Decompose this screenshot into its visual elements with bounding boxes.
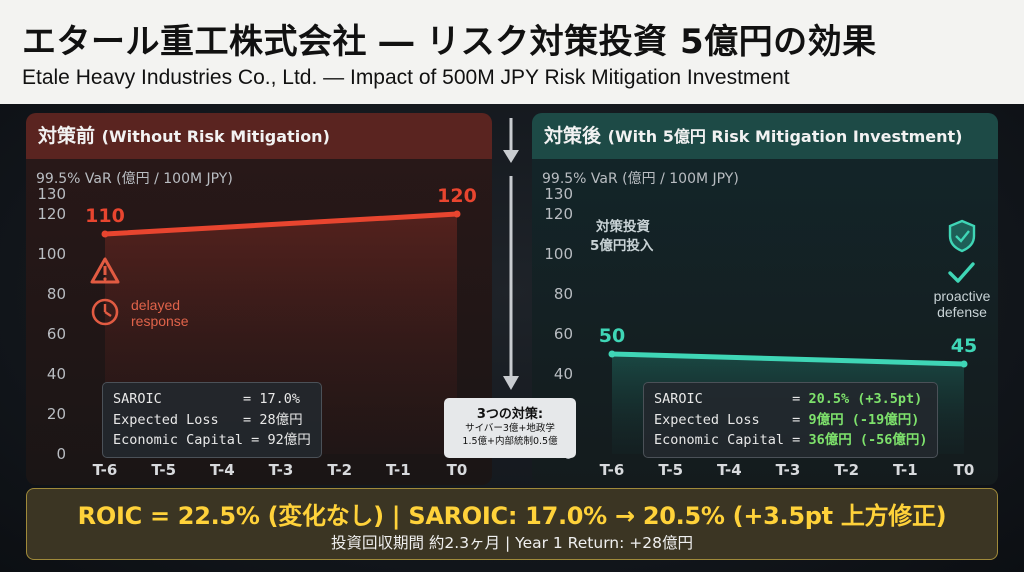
- after-chart-data-point: [960, 360, 968, 368]
- before-chart-x-tick: T-6: [93, 461, 118, 479]
- panel-before-title-jp: 対策前: [38, 125, 96, 147]
- page-title: エタール重工株式会社 ― リスク対策投資 5億円の効果: [22, 22, 877, 62]
- after-chart-x-tick: T-3: [776, 461, 801, 479]
- center-down-arrow-bottom: [503, 176, 519, 390]
- after-chart-x-tick: T-5: [658, 461, 683, 479]
- before-chart-x-tick: T-1: [386, 461, 411, 479]
- after-chart-y-tick: 60: [554, 325, 573, 343]
- panel-after-title: 対策後 (With 5億円 Risk Mitigation Investment…: [532, 113, 998, 159]
- delayed-response-line2: response: [131, 313, 189, 329]
- shield-icon: [948, 219, 976, 253]
- metric-value: 20.5% (+3.5pt): [808, 391, 923, 407]
- before-chart-series-line: [102, 211, 460, 237]
- before-chart-data-label: 110: [85, 205, 125, 227]
- after-chart-x-tick: T-4: [717, 461, 742, 479]
- delayed-response-line1: delayed: [131, 297, 181, 313]
- metric-label: Expected Loss: [113, 411, 219, 428]
- measures-line2: 1.5億+内部統制0.5億: [462, 436, 558, 447]
- before-chart-x-tick: T-4: [210, 461, 235, 479]
- summary-bar: ROIC = 22.5% (変化なし) | SAROIC: 17.0% → 20…: [26, 488, 998, 560]
- before-chart-data-point: [453, 210, 461, 218]
- before-chart-data-point: [101, 230, 109, 238]
- measures-box: 3つの対策: サイバー3億+地政学 1.5億+内部統制0.5億: [444, 398, 576, 458]
- proactive-defense-line2: defense: [937, 304, 987, 320]
- before-chart-data-label: 120: [437, 185, 477, 207]
- after-chart-data-label: 50: [599, 325, 625, 347]
- check-icon: [948, 262, 975, 283]
- before-chart-y-tick: 130: [37, 185, 66, 203]
- before-chart-x-tick: T-2: [327, 461, 352, 479]
- before-chart-x-tick: T-5: [151, 461, 176, 479]
- center-down-arrow-top: [503, 118, 519, 163]
- metrics-after: SAROIC = 20.5% (+3.5pt) Expected Loss = …: [643, 382, 939, 458]
- panel-after-title-en: (With 5億円 Risk Mitigation Investment): [607, 127, 963, 146]
- measures-title: 3つの対策:: [476, 407, 544, 422]
- after-chart-x-tick: T-2: [834, 461, 859, 479]
- metric-value: 36億円 (-56億円): [808, 432, 928, 448]
- after-chart-y-tick: 130: [544, 185, 573, 203]
- metric-label: SAROIC: [113, 391, 162, 407]
- measures-line1: サイバー3億+地政学: [465, 423, 555, 434]
- left-y-axis-label: 99.5% VaR (億円 / 100M JPY): [36, 171, 233, 187]
- panel-before-title: 対策前 (Without Risk Mitigation): [26, 113, 492, 159]
- after-chart-y-tick: 40: [554, 365, 573, 383]
- proactive-defense-line1: proactive: [933, 288, 991, 304]
- before-chart-y-tick: 60: [47, 325, 66, 343]
- investment-note: 対策投資 5億円投入: [590, 218, 653, 256]
- after-chart-x-tick: T-6: [600, 461, 625, 479]
- metric-label: Economic Capital: [654, 432, 785, 448]
- after-chart-data-point: [608, 350, 616, 358]
- before-chart-y-tick: 120: [37, 205, 66, 223]
- before-chart-y-tick: 80: [47, 285, 66, 303]
- after-chart-data-label: 45: [951, 335, 977, 357]
- right-y-axis-label: 99.5% VaR (億円 / 100M JPY): [542, 171, 739, 187]
- after-chart-y-tick: 120: [544, 205, 573, 223]
- after-chart-y-tick: 100: [544, 245, 573, 263]
- metric-value: 28億円: [259, 411, 303, 428]
- metric-label: Expected Loss: [654, 411, 760, 428]
- after-chart-y-tick: 80: [554, 285, 573, 303]
- before-chart-y-tick: 20: [47, 405, 66, 423]
- investment-note-line2: 5億円投入: [590, 238, 654, 254]
- before-chart-x-tick: T0: [447, 461, 468, 479]
- panel-after-title-jp: 対策後: [544, 125, 602, 147]
- metric-label: SAROIC: [654, 391, 703, 407]
- after-chart-x-tick: T0: [954, 461, 975, 479]
- panel-before-title-en: (Without Risk Mitigation): [101, 127, 330, 146]
- summary-main: ROIC = 22.5% (変化なし) | SAROIC: 17.0% → 20…: [77, 502, 947, 530]
- summary-sub: 投資回収期間 約2.3ヶ月 | Year 1 Return: +28億円: [331, 534, 693, 552]
- before-chart-y-tick: 40: [47, 365, 66, 383]
- investment-note-line1: 対策投資: [596, 219, 650, 235]
- before-chart-x-tick: T-3: [269, 461, 294, 479]
- page-subtitle: Etale Heavy Industries Co., Ltd. ― Impac…: [22, 66, 790, 89]
- metric-value: 17.0%: [259, 391, 300, 407]
- proactive-defense-note: proactive defense: [928, 288, 996, 320]
- metric-label: Economic Capital: [113, 432, 244, 448]
- metric-value: 9億円 (-19億円): [808, 411, 920, 428]
- before-chart-y-tick: 100: [37, 245, 66, 263]
- after-chart-x-tick: T-1: [893, 461, 918, 479]
- metric-value: 92億円: [267, 432, 311, 448]
- metrics-before: SAROIC = 17.0% Expected Loss = 28億円 Econ…: [102, 382, 322, 458]
- before-chart-y-tick: 0: [56, 445, 66, 463]
- header: エタール重工株式会社 ― リスク対策投資 5億円の効果 Etale Heavy …: [0, 0, 1024, 104]
- clock-icon: [91, 298, 119, 326]
- warning-icon: [90, 257, 120, 284]
- delayed-response-note: delayed response: [131, 297, 189, 329]
- after-chart-series-line: [609, 351, 967, 367]
